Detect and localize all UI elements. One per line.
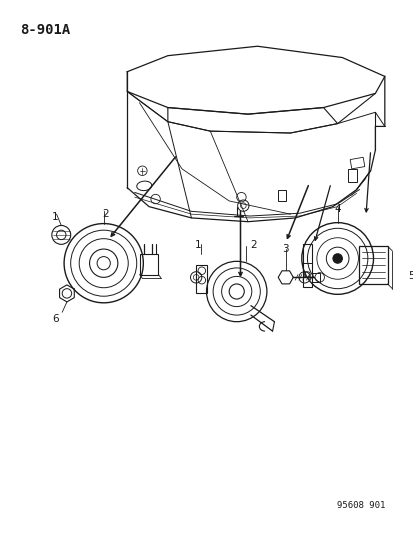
Bar — [311, 273, 319, 282]
Text: 3: 3 — [282, 244, 288, 254]
Bar — [349, 157, 364, 169]
Bar — [278, 190, 285, 201]
Bar — [302, 244, 311, 287]
Text: 8-901A: 8-901A — [20, 22, 70, 37]
Bar — [347, 169, 356, 182]
Circle shape — [332, 254, 342, 263]
Text: 5: 5 — [407, 271, 413, 281]
Bar — [358, 246, 387, 284]
Bar — [139, 254, 158, 274]
Text: 2: 2 — [250, 240, 256, 249]
Text: 1: 1 — [52, 212, 59, 222]
Text: 2: 2 — [102, 209, 109, 220]
Text: 95608 901: 95608 901 — [337, 502, 385, 511]
Bar — [196, 265, 207, 293]
Text: 4: 4 — [334, 204, 340, 214]
Text: 1: 1 — [194, 240, 201, 249]
Text: 6: 6 — [52, 314, 59, 324]
